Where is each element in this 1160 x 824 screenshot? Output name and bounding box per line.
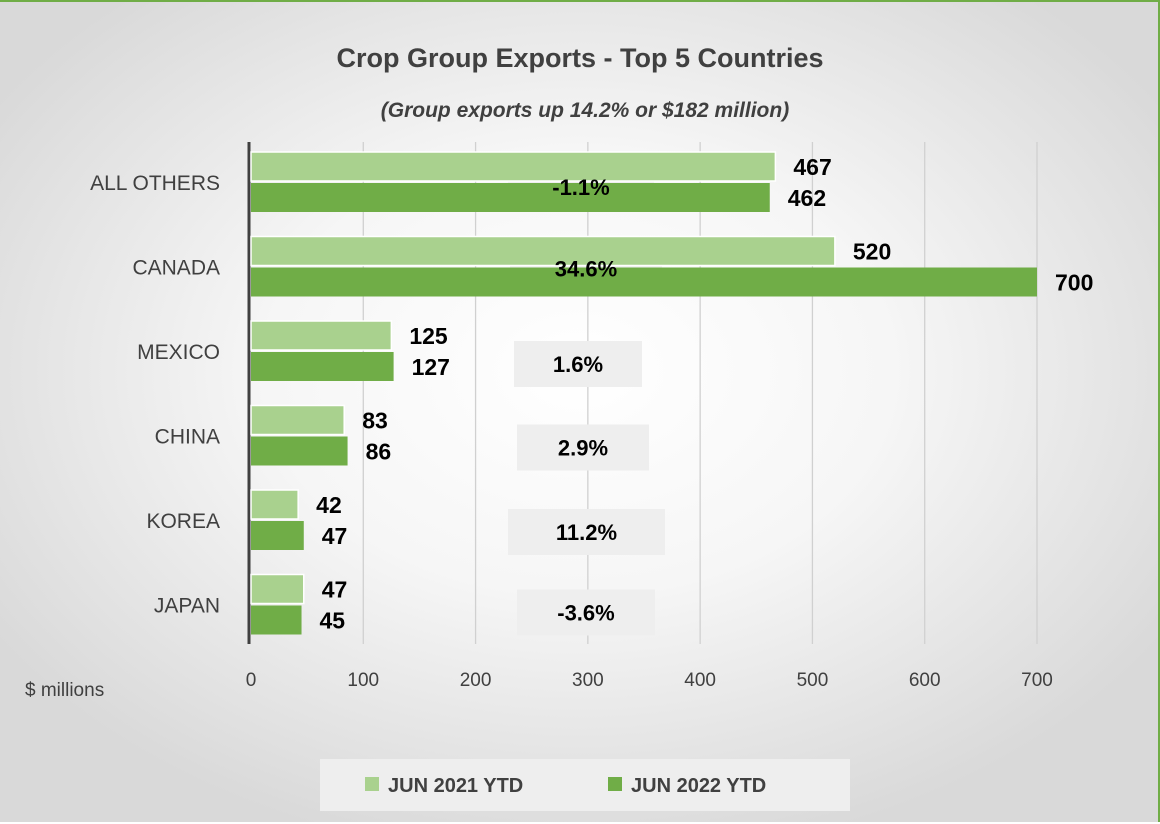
legend-swatch-jun-2022 — [608, 777, 622, 791]
data-label: 42 — [316, 492, 342, 518]
legend-swatch-jun-2021 — [365, 777, 379, 791]
bar-jun-2021 — [250, 320, 393, 351]
gridlines — [247, 142, 1038, 644]
data-label: 462 — [788, 185, 826, 211]
x-axis-unit-label: $ millions — [25, 680, 104, 701]
category-label: JAPAN — [154, 595, 220, 618]
x-tick-label: 700 — [1021, 670, 1053, 691]
bar-jun-2022 — [251, 352, 394, 381]
data-label: 47 — [322, 523, 348, 549]
bar-jun-2022 — [251, 436, 348, 466]
bar-jun-2022 — [251, 605, 302, 635]
change-label: 1.6% — [553, 352, 603, 377]
x-tick-label: 100 — [347, 670, 379, 691]
data-label: 520 — [853, 239, 891, 265]
legend-label-jun-2022: JUN 2022 YTD — [631, 775, 766, 797]
change-label: 34.6% — [555, 257, 617, 282]
bar-jun-2021 — [250, 404, 345, 436]
bar-jun-2022 — [251, 183, 770, 212]
data-label: 467 — [793, 154, 831, 180]
bar-jun-2022 — [251, 521, 304, 550]
category-label: CANADA — [132, 257, 220, 280]
data-label: 45 — [320, 608, 346, 634]
data-label: 125 — [409, 323, 448, 349]
data-label: 127 — [412, 354, 450, 380]
x-tick-label: 200 — [460, 670, 492, 691]
category-label: ALL OTHERS — [90, 172, 220, 195]
x-tick-label: 500 — [797, 670, 829, 691]
change-label: -1.1% — [552, 175, 609, 200]
bar-jun-2022 — [251, 267, 1037, 297]
change-label-box — [508, 509, 665, 555]
legend-label-jun-2021: JUN 2021 YTD — [388, 775, 523, 797]
category-label: KOREA — [146, 510, 220, 533]
change-label-box — [517, 424, 649, 471]
data-label: 47 — [322, 577, 348, 603]
change-label-box — [514, 341, 642, 387]
x-tick-label: 0 — [246, 670, 257, 691]
bars — [250, 151, 1037, 636]
x-tick-label: 600 — [909, 670, 941, 691]
chart-subtitle: (Group exports up 14.2% or $182 million) — [381, 99, 789, 122]
bar-jun-2021 — [250, 573, 305, 605]
category-label: CHINA — [155, 426, 220, 449]
legend-background — [320, 759, 850, 811]
change-label: 2.9% — [558, 436, 608, 461]
labels: 0 100 200 300 400 500 600 700 ALL OTHERS 467 462 -1… — [90, 154, 1093, 691]
chart-title: Crop Group Exports - Top 5 Countries — [336, 43, 823, 73]
data-label: 83 — [362, 408, 388, 434]
data-label: 700 — [1055, 270, 1093, 296]
change-label: 11.2% — [556, 520, 617, 545]
category-label: MEXICO — [137, 341, 220, 364]
change-label: -3.6% — [557, 601, 614, 626]
x-tick-label: 300 — [572, 670, 604, 691]
x-tick-label: 400 — [684, 670, 716, 691]
bar-jun-2021 — [250, 235, 836, 267]
bar-jun-2021 — [250, 151, 777, 182]
data-label: 86 — [366, 439, 392, 465]
bar-jun-2021 — [250, 489, 299, 520]
change-label-box — [517, 589, 655, 636]
